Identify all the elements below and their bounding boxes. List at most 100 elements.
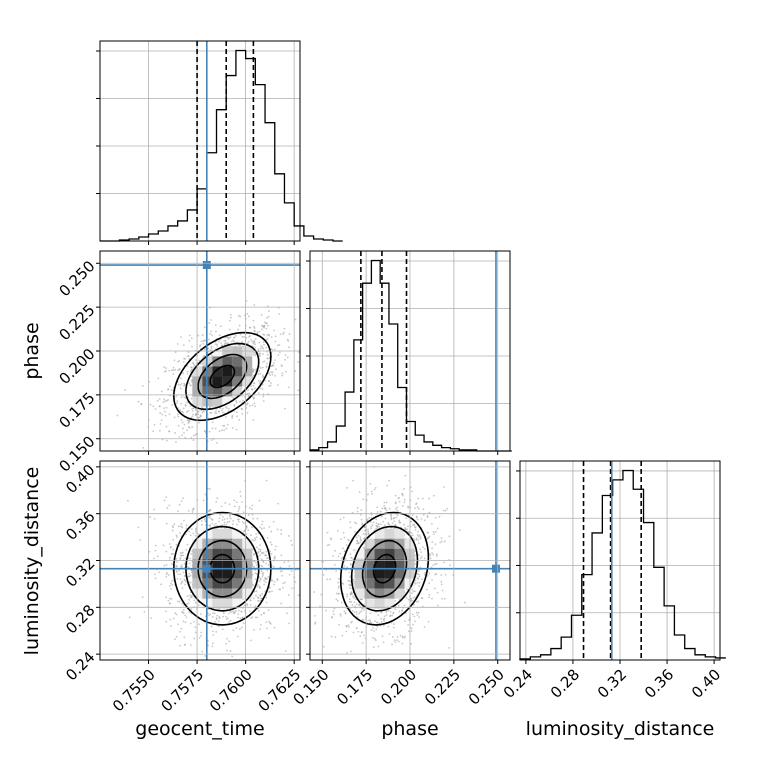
panel-geocent_time-luminosity_distance-sample [184, 557, 187, 560]
panel-geocent_time-phase-sample [190, 366, 193, 369]
panel-geocent_time-luminosity_distance-sample [181, 587, 184, 589]
panel-geocent_time-phase-sample [265, 365, 268, 368]
panel-phase-luminosity_distance-sample [374, 620, 376, 622]
panel-geocent_time-luminosity_distance-sample [192, 532, 195, 535]
panel-geocent_time-luminosity_distance-density-cell [222, 538, 233, 549]
panel-phase-luminosity_distance-density-cell [354, 558, 365, 569]
panel-geocent_time-phase-sample [265, 346, 268, 349]
panel-geocent_time-luminosity_distance-sample [263, 583, 266, 586]
panel-phase-luminosity_distance-sample [369, 482, 372, 485]
panel-geocent_time-luminosity_distance-density-cell [212, 548, 223, 559]
panel-geocent_time-luminosity_distance-sample [188, 598, 190, 601]
panel-geocent_time-phase-sample [267, 393, 270, 395]
panel-phase-luminosity_distance-sample [335, 592, 338, 595]
panel-geocent_time-phase-sample [152, 405, 155, 408]
panel-geocent_time-luminosity_distance-sample [211, 522, 214, 525]
xaxis-label-luminosity_distance: luminosity_distance [526, 718, 715, 740]
panel-geocent_time-phase-sample [168, 385, 171, 388]
panel-geocent_time-phase-sample [204, 348, 206, 351]
panel-phase-luminosity_distance-sample [383, 620, 386, 623]
panel-phase-luminosity_distance-sample [397, 514, 399, 517]
panel-geocent_time-phase-sample [179, 387, 182, 390]
panel-geocent_time-luminosity_distance-sample [210, 625, 213, 628]
panel-geocent_time-phase-sample [267, 315, 270, 318]
panel-geocent_time-luminosity_distance-sample [183, 579, 186, 582]
panel-geocent_time-luminosity_distance-sample [280, 602, 283, 605]
panel-geocent_time-phase-sample [192, 407, 195, 410]
panel-geocent_time-luminosity_distance-sample [280, 554, 283, 557]
panel-geocent_time-phase-density-cell [212, 366, 223, 377]
panel-geocent_time-phase-sample [214, 343, 217, 346]
panel-phase-luminosity_distance-sample [429, 554, 432, 557]
panel-geocent_time-phase-sample [186, 372, 189, 375]
panel-geocent_time-luminosity_distance-sample [197, 533, 200, 536]
panel-geocent_time-luminosity_distance-sample [195, 527, 198, 530]
panel-geocent_time-luminosity_distance-sample [237, 616, 240, 619]
panel-phase-luminosity_distance-sample [374, 486, 377, 489]
panel-geocent_time-phase-sample [264, 321, 266, 324]
panel-phase-luminosity_distance-sample [439, 541, 442, 544]
panel-phase-luminosity_distance-sample [376, 621, 378, 624]
panel-geocent_time-phase-density-cell [182, 386, 193, 397]
panel-geocent_time-luminosity_distance-sample [172, 548, 174, 551]
panel-geocent_time-phase-sample [203, 326, 206, 329]
panel-geocent_time-luminosity_distance-sample [287, 594, 290, 596]
panel-geocent_time-luminosity_distance-density-cell [222, 548, 233, 559]
panel-geocent_time-phase-sample [263, 325, 266, 327]
panel-geocent_time-luminosity_distance-sample [190, 553, 193, 555]
panel-geocent_time-phase-sample [249, 326, 252, 329]
panel-geocent_time-luminosity_distance-sample [168, 574, 170, 576]
panel-phase-luminosity_distance-contour [339, 511, 430, 626]
panel-phase-luminosity_distance-sample [416, 506, 419, 508]
panel-phase-luminosity_distance-sample [356, 616, 359, 619]
panel-geocent_time-luminosity_distance-sample [139, 539, 142, 541]
panel-geocent_time-luminosity_distance-sample [275, 545, 277, 548]
panel-geocent_time-phase-sample [191, 409, 194, 412]
panel-geocent_time-luminosity_distance-sample [233, 611, 236, 613]
panel-geocent_time-phase-sample [232, 339, 234, 342]
panel-geocent_time-luminosity_distance-sample [194, 528, 197, 531]
panel-phase-luminosity_distance-group [310, 461, 510, 660]
panel-phase-luminosity_distance-density-cell [384, 598, 395, 609]
panel-geocent_time-phase-sample [177, 424, 180, 427]
panel-phase-luminosity_distance-sample [355, 603, 358, 606]
panel-geocent_time-phase-sample [198, 345, 201, 348]
panel-phase-luminosity_distance-sample [359, 635, 362, 637]
panel-geocent_time-luminosity_distance-sample [254, 616, 257, 619]
panel-geocent_time-phase-density-cell [232, 356, 243, 367]
panel-geocent_time-phase-sample [158, 405, 161, 408]
panel-phase-luminosity_distance-sample [426, 515, 429, 517]
panel-phase-luminosity_distance-sample [407, 630, 410, 633]
panel-phase-luminosity_distance-sample [340, 538, 342, 540]
panel-phase-luminosity_distance-sample [347, 538, 349, 541]
panel-phase-luminosity_distance-sample [427, 537, 429, 539]
panel-phase-luminosity_distance-density-cell [394, 568, 405, 579]
panel-geocent_time-luminosity_distance-sample [207, 614, 210, 617]
panel-geocent_time-luminosity_distance-sample [188, 530, 190, 533]
panel-phase-luminosity_distance-sample [337, 529, 339, 532]
panel-geocent_time-luminosity_distance-sample [193, 599, 196, 602]
panel-geocent_time-luminosity_distance-sample [255, 546, 258, 549]
panel-geocent_time-luminosity_distance-sample [256, 583, 259, 586]
panel-geocent_time-luminosity_distance-sample [182, 497, 184, 500]
panel-geocent_time-luminosity_distance-sample [165, 550, 168, 553]
panel-phase-luminosity_distance-sample [442, 509, 445, 512]
panel-phase-luminosity_distance-density-cell [394, 548, 405, 559]
panel-geocent_time-phase-sample [168, 413, 171, 416]
panel-phase-luminosity_distance-sample [458, 529, 461, 532]
panel-phase-luminosity_distance-sample [448, 535, 451, 538]
panel-phase-luminosity_distance-sample [370, 513, 373, 516]
panel-geocent_time-luminosity_distance-sample [178, 503, 181, 506]
panel-phase-luminosity_distance-sample [390, 514, 393, 517]
panel-phase-luminosity_distance-sample [414, 620, 416, 623]
panel-geocent_time-phase-sample [274, 340, 277, 343]
panel-phase-luminosity_distance-sample [357, 630, 360, 633]
panel-geocent_time-luminosity_distance-sample [230, 611, 233, 614]
panel-geocent_time-luminosity_distance-sample [300, 638, 302, 640]
panel-geocent_time-luminosity_distance-sample [189, 622, 192, 625]
panel-geocent_time-phase-sample [188, 357, 191, 360]
panel-phase-luminosity_distance-sample [435, 562, 438, 565]
panel-phase-luminosity_distance-sample [417, 535, 420, 538]
panel-geocent_time-luminosity_distance-sample [268, 620, 271, 623]
panel-phase-luminosity_distance-sample [464, 601, 466, 604]
